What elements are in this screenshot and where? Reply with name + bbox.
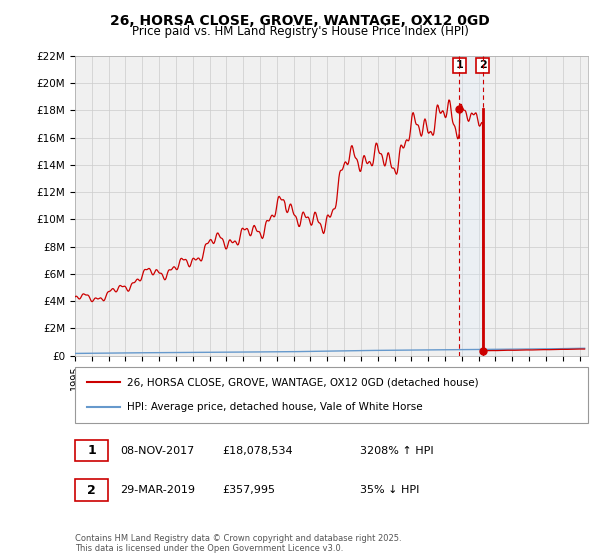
Text: 26, HORSA CLOSE, GROVE, WANTAGE, OX12 0GD (detached house): 26, HORSA CLOSE, GROVE, WANTAGE, OX12 0G… <box>127 377 479 388</box>
Bar <box>460 56 483 356</box>
Text: 26, HORSA CLOSE, GROVE, WANTAGE, OX12 0GD: 26, HORSA CLOSE, GROVE, WANTAGE, OX12 0G… <box>110 14 490 28</box>
Text: Contains HM Land Registry data © Crown copyright and database right 2025.
This d: Contains HM Land Registry data © Crown c… <box>75 534 401 553</box>
Text: 2: 2 <box>479 60 487 71</box>
Text: Price paid vs. HM Land Registry's House Price Index (HPI): Price paid vs. HM Land Registry's House … <box>131 25 469 38</box>
Text: 29-MAR-2019: 29-MAR-2019 <box>120 485 195 495</box>
Text: 1: 1 <box>87 444 96 458</box>
Text: HPI: Average price, detached house, Vale of White Horse: HPI: Average price, detached house, Vale… <box>127 402 423 412</box>
Text: £357,995: £357,995 <box>222 485 275 495</box>
Text: 3208% ↑ HPI: 3208% ↑ HPI <box>360 446 434 456</box>
Text: 08-NOV-2017: 08-NOV-2017 <box>120 446 194 456</box>
Text: £18,078,534: £18,078,534 <box>222 446 293 456</box>
Text: 1: 1 <box>455 60 463 71</box>
Text: 35% ↓ HPI: 35% ↓ HPI <box>360 485 419 495</box>
Text: 2: 2 <box>87 483 96 497</box>
